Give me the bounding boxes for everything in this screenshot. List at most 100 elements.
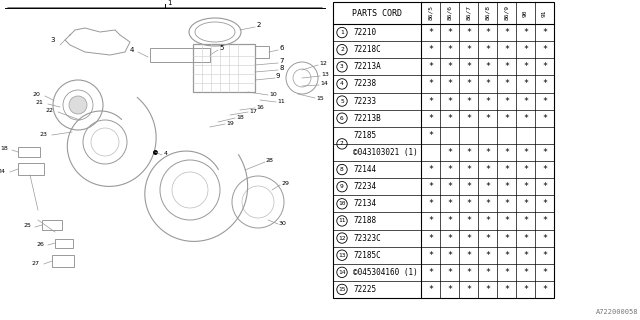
Text: *: * [542,182,547,191]
Text: 10: 10 [339,201,346,206]
Text: *: * [504,45,509,54]
Text: *: * [447,62,452,71]
Text: *: * [523,148,528,157]
Text: *: * [485,285,490,294]
Text: *: * [428,114,433,123]
Text: *: * [523,62,528,71]
Text: 72210: 72210 [353,28,376,37]
Text: *: * [504,285,509,294]
Text: *: * [523,199,528,208]
Text: *: * [447,182,452,191]
Text: 23: 23 [39,132,47,137]
Text: *: * [428,216,433,225]
Bar [18,163,44,175]
Bar [18,147,40,157]
Text: 2: 2 [340,47,344,52]
Text: *: * [466,182,471,191]
Text: *: * [542,234,547,243]
Text: 91: 91 [542,9,547,17]
Text: 72188: 72188 [353,216,376,225]
Text: *: * [542,216,547,225]
Text: *: * [523,216,528,225]
Text: 5: 5 [219,45,223,51]
Text: *: * [485,234,490,243]
Text: *: * [523,285,528,294]
Text: *: * [504,268,509,277]
Text: *: * [466,148,471,157]
Text: *: * [523,251,528,260]
Text: 22: 22 [45,108,53,113]
Text: 2: 2 [257,22,261,28]
Text: *: * [504,199,509,208]
Text: *: * [504,97,509,106]
Text: *: * [466,28,471,37]
Text: *: * [447,165,452,174]
Text: 26: 26 [36,242,44,247]
Text: 19: 19 [226,121,234,126]
Text: *: * [485,62,490,71]
Text: *: * [428,234,433,243]
Text: *: * [542,285,547,294]
Ellipse shape [69,96,87,114]
Text: *: * [466,234,471,243]
Text: *: * [428,268,433,277]
Text: *: * [428,45,433,54]
Text: *: * [485,97,490,106]
Text: *: * [428,251,433,260]
Text: *: * [485,199,490,208]
Text: 11: 11 [339,219,346,223]
Text: *: * [485,165,490,174]
Text: *: * [523,28,528,37]
Text: 72225: 72225 [353,285,376,294]
Bar [150,48,210,62]
Text: *: * [466,97,471,106]
Text: 3: 3 [340,64,344,69]
Text: *: * [504,79,509,88]
Text: *: * [504,114,509,123]
Text: 9: 9 [340,184,344,189]
Text: *: * [504,182,509,191]
Text: *: * [504,28,509,37]
Text: *: * [485,148,490,157]
Text: 9: 9 [276,73,280,79]
Bar [255,46,269,58]
Text: *: * [428,182,433,191]
Text: *: * [523,165,528,174]
Text: *: * [466,268,471,277]
Text: 72238: 72238 [353,79,376,88]
Text: 7: 7 [340,141,344,146]
Text: 1: 1 [340,30,344,35]
Text: 1: 1 [167,0,172,6]
Text: 12: 12 [339,236,346,241]
Text: 4: 4 [164,151,168,156]
Text: *: * [485,79,490,88]
Text: *: * [447,45,452,54]
Text: 13: 13 [339,253,346,258]
Text: *: * [542,45,547,54]
Text: 6: 6 [279,45,284,51]
Text: 4: 4 [130,47,134,53]
Text: 15: 15 [339,287,346,292]
Text: *: * [485,216,490,225]
Text: *: * [542,28,547,37]
Text: *: * [466,62,471,71]
Bar [55,239,73,248]
Text: 72234: 72234 [353,182,376,191]
Text: *: * [485,268,490,277]
Text: *: * [485,28,490,37]
Text: 72323C: 72323C [353,234,381,243]
Text: 29: 29 [281,181,289,186]
Text: *: * [485,114,490,123]
Text: *: * [466,165,471,174]
Text: 21: 21 [35,100,43,105]
Text: *: * [542,114,547,123]
Text: *: * [504,62,509,71]
Text: *: * [542,97,547,106]
Text: *: * [485,251,490,260]
Text: 12: 12 [319,61,327,66]
Text: *: * [523,97,528,106]
Text: *: * [466,251,471,260]
Text: 28: 28 [266,158,274,163]
Text: *: * [542,79,547,88]
Text: 5: 5 [340,99,344,104]
